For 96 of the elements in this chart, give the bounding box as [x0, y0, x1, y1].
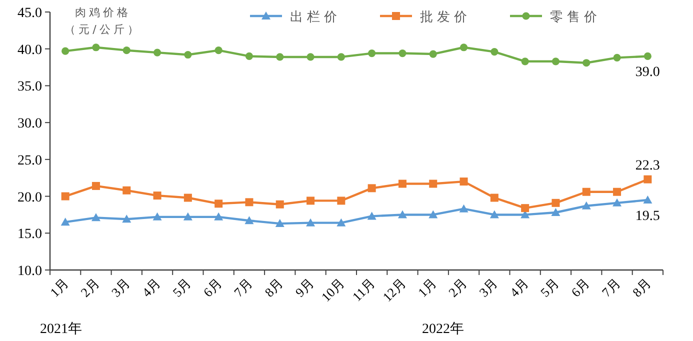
point [245, 198, 254, 206]
legend-label: 零售价 [550, 10, 601, 25]
y-tick-label: 10.0 [18, 264, 42, 279]
x-tick-label: 10月 [318, 276, 348, 305]
point [62, 47, 70, 55]
x-tick-label: 5月 [537, 276, 562, 300]
point [582, 59, 590, 67]
point [245, 52, 254, 60]
x-tick-label: 3月 [476, 276, 501, 300]
point [643, 195, 652, 204]
point [91, 213, 100, 222]
legend-label: 出栏价 [290, 10, 341, 25]
point [337, 196, 346, 205]
point [460, 44, 468, 52]
point [184, 50, 192, 59]
y-tick-label: 30.0 [18, 116, 42, 132]
point [152, 212, 162, 220]
point [122, 214, 132, 223]
x-tick-label: 4月 [139, 276, 164, 300]
x-tick-label: 9月 [292, 276, 317, 300]
point [460, 178, 468, 186]
point [276, 200, 284, 208]
point [367, 212, 376, 220]
point [92, 182, 100, 190]
point [183, 212, 192, 220]
y-tick-label: 45.0 [18, 6, 42, 21]
point [337, 53, 345, 61]
point [612, 198, 622, 206]
point [92, 44, 100, 52]
y-tick-label: 20.0 [18, 190, 42, 206]
point [306, 218, 316, 226]
y-tick-label: 40.0 [18, 42, 42, 58]
x-tick-label: 8月 [629, 276, 654, 300]
x-tick-label: 1月 [414, 276, 440, 300]
point [153, 192, 162, 200]
point [368, 184, 376, 192]
point [582, 201, 591, 210]
point [490, 48, 498, 56]
point [613, 188, 622, 196]
point [552, 58, 560, 66]
y-tick-label: 35.0 [18, 80, 42, 95]
point [276, 53, 284, 61]
text: 2021年 [40, 321, 82, 337]
data-label: 39.0 [635, 65, 660, 80]
y-tick-label: 15.0 [18, 227, 42, 242]
x-tick-label: 11月 [349, 276, 378, 304]
x-tick-label: 6月 [200, 276, 225, 300]
point [490, 194, 498, 202]
point [153, 48, 162, 56]
point [214, 212, 224, 220]
point [244, 216, 254, 224]
x-tick-label: 8月 [262, 276, 286, 300]
point [122, 186, 131, 194]
point [429, 50, 437, 58]
x-tick-label: 2月 [446, 276, 470, 300]
point [490, 210, 499, 218]
point [428, 210, 438, 218]
point [306, 196, 315, 205]
point [336, 218, 346, 226]
point [122, 46, 130, 54]
point [459, 204, 468, 212]
x-tick-label: 4月 [506, 276, 532, 300]
point [552, 198, 560, 207]
data-label: 19.5 [635, 208, 660, 224]
point [184, 194, 192, 202]
x-tick-label: 1月 [47, 276, 72, 300]
x-tick-label: 6月 [568, 276, 592, 300]
x-tick-label: 12月 [380, 276, 409, 305]
y-axis-title: 肉鸡价格（元/公斤） [64, 5, 142, 38]
point [551, 208, 560, 216]
point [613, 54, 621, 62]
data-label: 22.3 [635, 158, 660, 174]
point [398, 210, 407, 218]
point [214, 200, 223, 208]
point [398, 180, 406, 188]
point [521, 204, 530, 212]
x-tick-label: 2月 [78, 276, 102, 300]
point [644, 175, 652, 184]
point [275, 219, 284, 228]
x-tick-label: 3月 [108, 276, 133, 300]
point [521, 58, 529, 66]
point [398, 49, 406, 58]
point [582, 188, 590, 196]
point [429, 180, 438, 188]
y-tick-label: 25.0 [18, 153, 42, 168]
point [644, 52, 652, 60]
point [61, 192, 70, 200]
text: 2022年 [422, 321, 464, 337]
point [214, 46, 222, 54]
x-tick-label: 7月 [230, 276, 256, 300]
point [60, 218, 70, 226]
x-tick-label: 7月 [598, 276, 624, 300]
point [368, 49, 376, 58]
legend-label: 批发价 [420, 10, 471, 25]
point [306, 53, 314, 61]
x-tick-label: 5月 [170, 276, 194, 300]
